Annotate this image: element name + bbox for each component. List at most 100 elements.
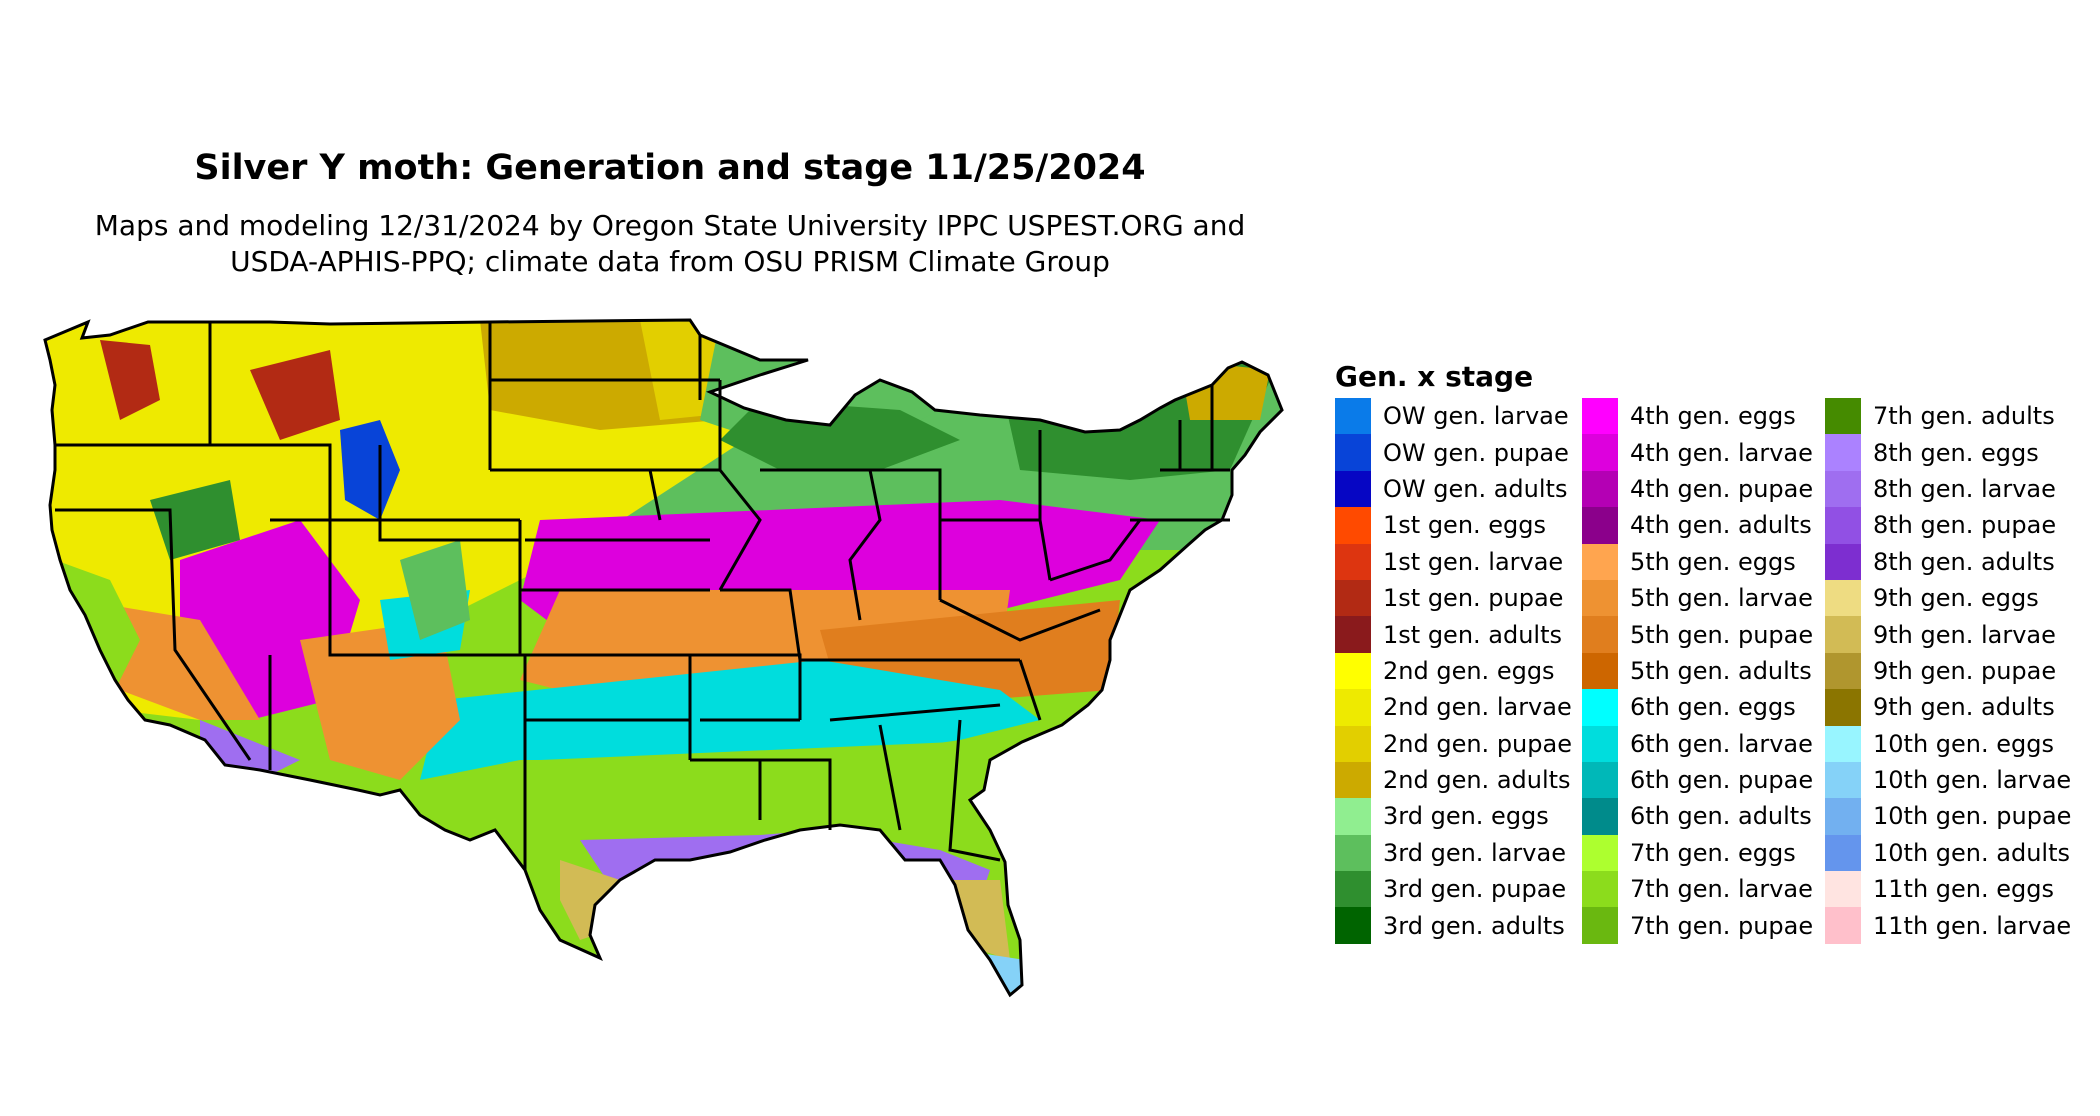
legend-item: 3rd gen. pupae xyxy=(1335,871,1572,908)
legend-swatch xyxy=(1335,834,1371,872)
legend-item: 9th gen. eggs xyxy=(1825,579,2071,617)
legend-item: 9th gen. larvae xyxy=(1825,616,2071,653)
legend-swatch xyxy=(1825,834,1861,872)
legend-label: 3rd gen. larvae xyxy=(1383,838,1566,867)
legend-swatch xyxy=(1582,761,1618,799)
legend-item: 5th gen. larvae xyxy=(1582,579,1813,617)
legend-swatch xyxy=(1582,579,1618,617)
legend-label: 9th gen. eggs xyxy=(1873,584,2039,613)
legend-swatch xyxy=(1582,616,1618,653)
legend-swatch xyxy=(1335,689,1371,726)
legend-label: 10th gen. eggs xyxy=(1873,729,2054,758)
legend-swatch xyxy=(1335,543,1371,580)
legend-swatch xyxy=(1825,652,1861,690)
legend-label: 5th gen. pupae xyxy=(1630,620,1814,649)
legend-label: 5th gen. eggs xyxy=(1630,547,1796,576)
legend-swatch xyxy=(1582,398,1618,435)
legend-swatch xyxy=(1582,798,1618,835)
legend-item: 5th gen. eggs xyxy=(1582,543,1813,580)
legend-swatch xyxy=(1335,798,1371,835)
legend-label: 8th gen. adults xyxy=(1873,547,2055,576)
legend-swatch xyxy=(1335,652,1371,690)
legend-label: 2nd gen. pupae xyxy=(1383,729,1572,758)
legend-item: 10th gen. adults xyxy=(1825,834,2071,872)
legend-item: 4th gen. eggs xyxy=(1582,398,1813,435)
legend-item: 6th gen. eggs xyxy=(1582,689,1813,726)
legend-item: 1st gen. adults xyxy=(1335,616,1572,653)
legend-item: 8th gen. eggs xyxy=(1825,434,2071,471)
legend-item: 8th gen. pupae xyxy=(1825,507,2071,544)
legend-item: 6th gen. adults xyxy=(1582,798,1813,835)
legend-swatch xyxy=(1825,507,1861,544)
subtitle-line-2: USDA-APHIS-PPQ; climate data from OSU PR… xyxy=(230,245,1110,278)
legend-item: 10th gen. eggs xyxy=(1825,725,2071,762)
legend-item: OW gen. pupae xyxy=(1335,434,1572,471)
legend-swatch xyxy=(1825,725,1861,762)
legend-swatch xyxy=(1582,434,1618,471)
legend-swatch xyxy=(1335,398,1371,435)
legend-label: 9th gen. pupae xyxy=(1873,656,2057,685)
legend-label: 5th gen. larvae xyxy=(1630,584,1813,613)
legend-swatch xyxy=(1825,579,1861,617)
legend-label: 2nd gen. larvae xyxy=(1383,693,1572,722)
legend-label: 6th gen. larvae xyxy=(1630,729,1813,758)
legend-item: 7th gen. larvae xyxy=(1582,871,1813,908)
legend-item: 9th gen. pupae xyxy=(1825,652,2071,690)
legend-swatch xyxy=(1335,871,1371,908)
legend-item: 2nd gen. eggs xyxy=(1335,652,1572,690)
legend-column: OW gen. larvae OW gen. pupae OW gen. adult… xyxy=(1335,398,1572,944)
legend-label: OW gen. pupae xyxy=(1383,438,1569,467)
legend-item: OW gen. adults xyxy=(1335,470,1572,508)
legend-item: 10th gen. larvae xyxy=(1825,761,2071,799)
legend-item: 5th gen. adults xyxy=(1582,652,1813,690)
legend-swatch xyxy=(1335,725,1371,762)
legend-label: 2nd gen. adults xyxy=(1383,766,1571,795)
legend-swatch xyxy=(1825,761,1861,799)
legend-label: 2nd gen. eggs xyxy=(1383,656,1555,685)
legend-swatch xyxy=(1335,507,1371,544)
legend-swatch xyxy=(1335,434,1371,471)
legend-item: 4th gen. adults xyxy=(1582,507,1813,544)
subtitle-line-1: Maps and modeling 12/31/2024 by Oregon S… xyxy=(94,209,1246,242)
map-title: Silver Y moth: Generation and stage 11/2… xyxy=(194,148,1146,188)
legend-item: 2nd gen. pupae xyxy=(1335,725,1572,762)
legend-item: 6th gen. pupae xyxy=(1582,761,1814,799)
legend-label: 11th gen. larvae xyxy=(1873,911,2072,940)
legend-item: 3rd gen. adults xyxy=(1335,907,1572,944)
legend-swatch xyxy=(1825,616,1861,653)
legend-swatch xyxy=(1582,871,1618,908)
legend-item: 8th gen. larvae xyxy=(1825,470,2071,508)
legend-item: OW gen. larvae xyxy=(1335,398,1572,435)
legend-swatch xyxy=(1582,507,1618,544)
legend-swatch xyxy=(1825,907,1861,944)
legend-label: OW gen. adults xyxy=(1383,474,1568,503)
legend-item: 8th gen. adults xyxy=(1825,543,2071,580)
legend-item: 4th gen. pupae xyxy=(1582,470,1813,508)
legend-item: 2nd gen. adults xyxy=(1335,761,1572,799)
legend-item: 3rd gen. eggs xyxy=(1335,798,1572,835)
legend-label: 10th gen. pupae xyxy=(1873,802,2072,831)
legend-label: 3rd gen. adults xyxy=(1383,911,1565,940)
legend-swatch xyxy=(1825,434,1861,471)
legend-swatch xyxy=(1582,652,1618,690)
legend-label: 5th gen. adults xyxy=(1630,656,1812,685)
legend-swatch xyxy=(1825,398,1861,435)
legend-label: 10th gen. adults xyxy=(1873,838,2070,867)
legend-label: 1st gen. eggs xyxy=(1383,511,1547,540)
legend-column: 4th gen. eggs 4th gen. larvae 4th gen. pup… xyxy=(1582,398,1813,944)
legend-swatch xyxy=(1825,543,1861,580)
legend-swatch xyxy=(1582,689,1618,726)
legend-label: 4th gen. larvae xyxy=(1630,438,1813,467)
legend-swatch xyxy=(1335,616,1371,653)
legend-label: 9th gen. larvae xyxy=(1873,620,2056,649)
legend-item: 6th gen. larvae xyxy=(1582,725,1813,762)
legend-label: 6th gen. eggs xyxy=(1630,693,1796,722)
legend-label: 7th gen. larvae xyxy=(1630,875,1813,904)
legend-swatch xyxy=(1582,470,1618,508)
legend-item: 9th gen. adults xyxy=(1825,689,2071,726)
legend-item: 1st gen. larvae xyxy=(1335,543,1572,580)
legend-label: 6th gen. pupae xyxy=(1630,766,1814,795)
legend-swatch xyxy=(1335,907,1371,944)
legend-label: 7th gen. eggs xyxy=(1630,838,1796,867)
